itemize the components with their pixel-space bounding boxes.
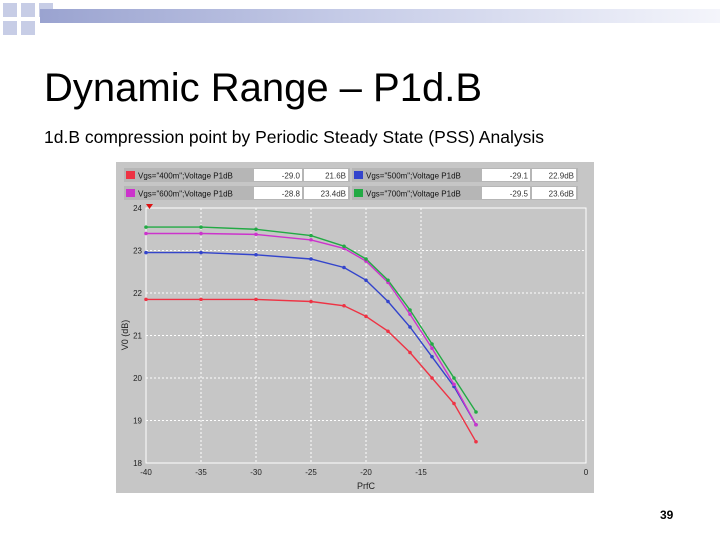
legend-value-2: 23.6dB xyxy=(549,190,574,199)
data-point xyxy=(199,297,203,302)
data-point xyxy=(474,439,478,444)
legend-value-1: -29.5 xyxy=(510,190,529,199)
legend-value-box xyxy=(532,187,576,199)
data-point xyxy=(254,297,258,302)
data-point xyxy=(199,225,203,229)
plot-frame: Vgs="400m";Voltage P1dB -29.0 21.6B Vgs="50… xyxy=(116,162,594,493)
data-point xyxy=(408,325,412,329)
data-point xyxy=(254,227,258,232)
data-point xyxy=(474,410,478,414)
data-point xyxy=(430,354,434,359)
x-tick-label: -15 xyxy=(415,468,427,477)
x-tick-label: -25 xyxy=(305,468,317,477)
data-point xyxy=(309,233,313,238)
legend-value-2: 22.9dB xyxy=(549,172,574,181)
legend-item: Vgs="700m";Voltage P1dB -29.5 23.6dB xyxy=(352,186,578,200)
legend-value-1: -29.0 xyxy=(282,172,301,181)
data-point xyxy=(430,342,434,346)
data-point xyxy=(199,231,203,236)
y-tick-label: 22 xyxy=(133,289,142,298)
y-tick-label: 23 xyxy=(133,247,142,256)
legend-label: Vgs="500m";Voltage P1dB xyxy=(366,172,461,181)
data-point xyxy=(254,252,258,257)
y-tick-label: 19 xyxy=(133,417,142,426)
data-point xyxy=(452,376,456,380)
legend-value-box xyxy=(304,187,348,199)
legend-swatch xyxy=(354,189,363,197)
slide-title: Dynamic Range – P1d.B xyxy=(44,66,483,110)
data-point xyxy=(364,257,368,261)
x-tick-label: -30 xyxy=(250,468,262,477)
legend-value-1: -29.1 xyxy=(510,172,529,181)
data-point xyxy=(199,250,203,255)
data-point xyxy=(309,238,313,242)
legend-swatch xyxy=(126,189,135,197)
data-point xyxy=(386,329,390,334)
slide-subtitle: 1d.B compression point by Periodic Stead… xyxy=(44,127,544,147)
data-point xyxy=(144,250,148,255)
marker-triangle xyxy=(146,204,153,209)
legend-value-2: 23.4dB xyxy=(321,190,346,199)
data-point xyxy=(342,265,346,270)
data-point xyxy=(254,232,258,237)
page-number: 39 xyxy=(660,508,674,522)
data-point xyxy=(430,346,434,351)
data-point xyxy=(430,376,434,380)
legend-item: Vgs="600m";Voltage P1dB -28.8 23.4dB xyxy=(124,186,350,200)
data-point xyxy=(452,401,456,406)
data-point xyxy=(342,244,346,249)
line-chart: Vgs="400m";Voltage P1dB -29.0 21.6B Vgs="50… xyxy=(120,168,589,491)
legend-value-1: -28.8 xyxy=(282,190,301,199)
grid xyxy=(145,207,587,464)
legend-value-box xyxy=(482,187,530,199)
data-point xyxy=(386,278,390,283)
y-tick-label: 20 xyxy=(133,374,142,383)
legend-value-box xyxy=(532,169,576,181)
x-tick-label: 0 xyxy=(584,468,589,477)
y-tick-label: 24 xyxy=(133,204,142,213)
decorative-squares xyxy=(0,0,60,48)
data-points xyxy=(144,225,478,444)
data-point xyxy=(144,297,148,302)
data-point xyxy=(364,278,368,283)
data-point xyxy=(408,312,412,317)
legend-value-box xyxy=(304,169,348,181)
legend-label: Vgs="700m";Voltage P1dB xyxy=(366,190,461,199)
legend-item: Vgs="400m";Voltage P1dB -29.0 21.6B xyxy=(124,168,350,182)
x-tick-label: -20 xyxy=(360,468,372,477)
data-point xyxy=(408,308,412,312)
y-axis-label: V0 (dB) xyxy=(120,320,130,351)
legend-value-box xyxy=(254,187,302,199)
legend-label: Vgs="400m";Voltage P1dB xyxy=(138,172,233,181)
y-tick-label: 21 xyxy=(133,332,142,341)
legend-swatch xyxy=(126,171,135,179)
data-point xyxy=(364,314,368,319)
legend-label: Vgs="600m";Voltage P1dB xyxy=(138,190,233,199)
data-point xyxy=(408,350,412,355)
x-tick-label: -35 xyxy=(195,468,207,477)
data-point xyxy=(342,303,346,308)
legend-swatch xyxy=(354,171,363,179)
legend-value-box xyxy=(482,169,530,181)
data-point xyxy=(309,299,313,304)
header-band xyxy=(40,9,720,23)
legend-value-2: 21.6B xyxy=(325,172,346,181)
data-point xyxy=(452,382,456,387)
legend-item: Vgs="500m";Voltage P1dB -29.1 22.9dB xyxy=(352,168,578,182)
data-point xyxy=(144,225,148,229)
tick-labels: -40 -35 -30 -25 -20 -15 0 18 19 20 21 22 23 24 xyxy=(133,204,589,477)
y-tick-label: 18 xyxy=(133,459,142,468)
x-tick-label: -40 xyxy=(140,468,152,477)
data-point xyxy=(474,422,478,427)
data-point xyxy=(386,299,390,304)
data-point xyxy=(309,257,313,261)
x-axis-label: PrfC xyxy=(357,481,376,491)
legend-value-box xyxy=(254,169,302,181)
legend: Vgs="400m";Voltage P1dB -29.0 21.6B Vgs="50… xyxy=(124,168,578,200)
data-point xyxy=(144,231,148,236)
